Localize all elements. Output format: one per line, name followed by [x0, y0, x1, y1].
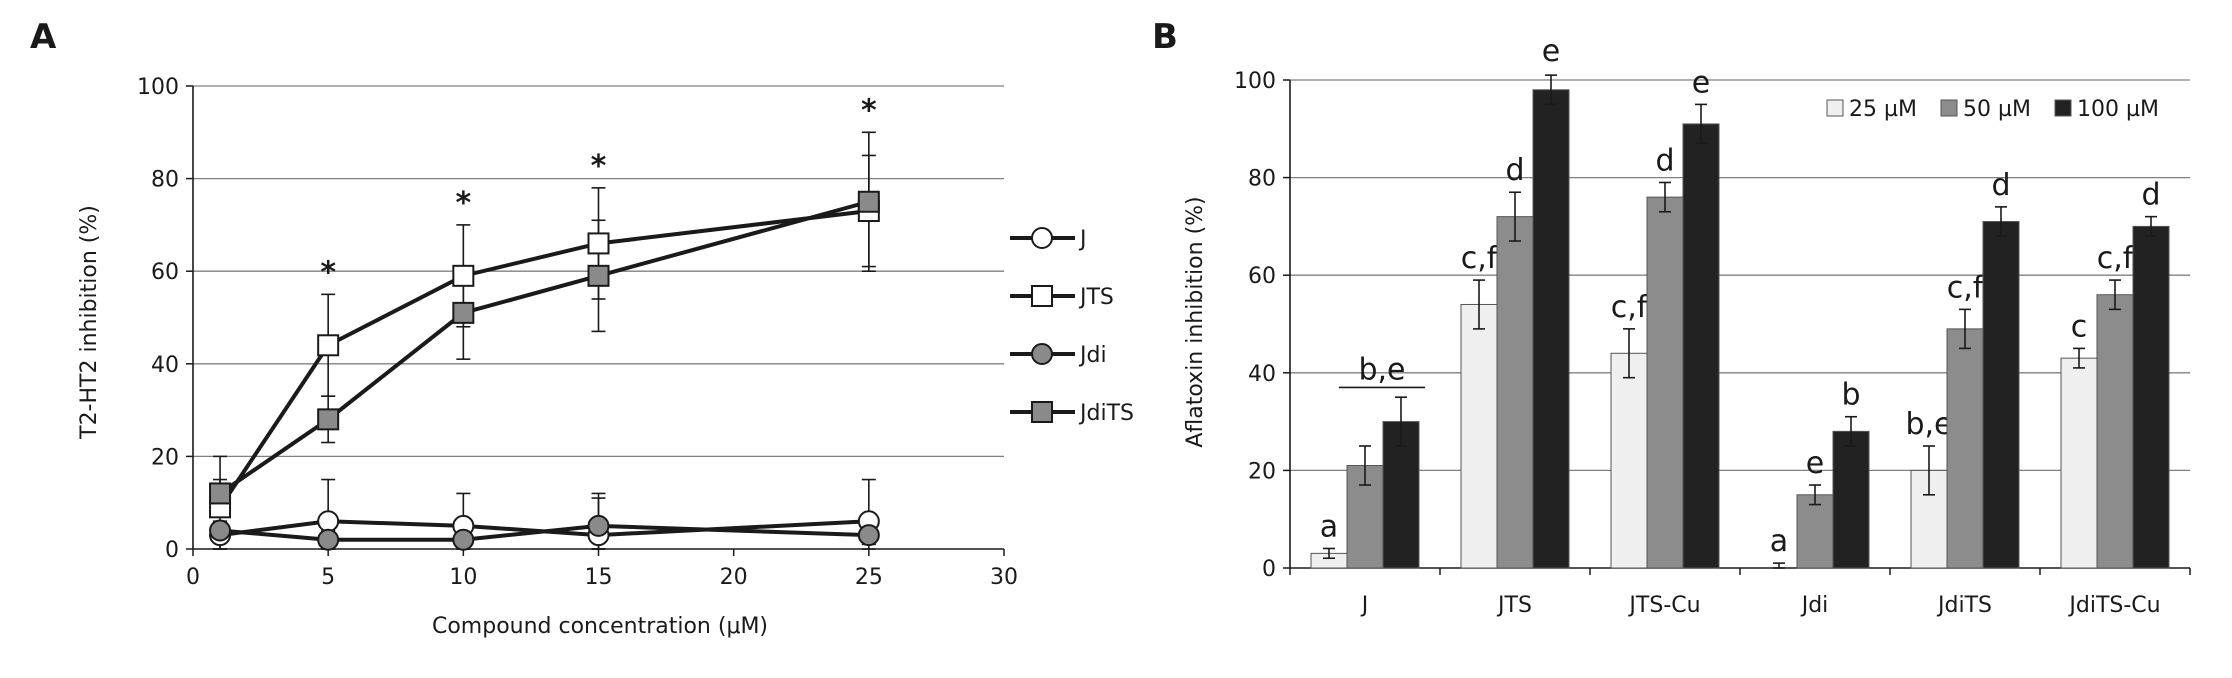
chart-a-y-tick-label: 0 [165, 538, 179, 563]
chart-b-category-label: Jdi [1800, 593, 1829, 618]
chart-a-legend-marker-jdi [1031, 343, 1053, 365]
chart-b-category-label: JTS [1496, 593, 1532, 618]
chart-b-bar [1832, 430, 1870, 569]
chart-b-legend-swatch [1826, 99, 1844, 117]
chart-b-bar [1796, 494, 1834, 569]
chart-b-legend-swatch [2054, 99, 2072, 117]
chart-a-significance-star: * [861, 93, 877, 128]
chart-a-point-jdits [452, 301, 475, 324]
chart-a-legend-label-jdits: JdiTS [1078, 401, 1134, 426]
chart-b-legend-swatch [1940, 99, 1958, 117]
chart-b-bar-significance-label: a [1770, 524, 1788, 559]
chart-b-bar [2096, 294, 2134, 569]
chart-b-bar [1982, 221, 2020, 569]
chart-b-bar [2060, 357, 2098, 569]
chart-a-point-jdi [452, 528, 475, 551]
chart-a-x-tick-label: 30 [990, 565, 1018, 590]
chart-a-point-jts [452, 264, 475, 287]
chart-b-y-tick-label: 80 [1248, 167, 1276, 192]
chart-a-point-jdits [587, 264, 610, 287]
chart-b-bar [1496, 216, 1534, 569]
chart-a-series-line-jts [218, 209, 870, 509]
chart-a-legend-marker-jts [1031, 285, 1053, 307]
chart-a-x-tick-label: 20 [720, 565, 748, 590]
chart-b-category-label: J [1360, 593, 1369, 618]
chart-b-bar-significance-label: c,f [1947, 270, 1985, 305]
chart-b-bar-significance-label: d [1505, 153, 1524, 188]
chart-a-significance-star: * [591, 149, 607, 184]
chart-b-legend-label: 25 µM [1849, 97, 1917, 122]
chart-a-legend-marker-j [1031, 227, 1053, 249]
chart-a-legend-label-j: J [1078, 227, 1087, 252]
chart-a-y-tick-label: 40 [151, 353, 179, 378]
chart-a-point-jts [317, 334, 340, 357]
chart-b-category-label: JdiTS [1936, 593, 1992, 618]
chart-a-x-tick-label: 10 [449, 565, 477, 590]
chart-b-bar-significance-label: e [1806, 446, 1824, 481]
chart-b-y-tick-label: 20 [1248, 459, 1276, 484]
chart-b-legend-label: 50 µM [1963, 97, 2031, 122]
chart-b-bar-significance-label: c [2071, 309, 2088, 344]
chart-b-bar-significance-label: c,f [2097, 241, 2135, 276]
chart-a-legend-label-jdi: Jdi [1078, 343, 1107, 368]
chart-b-bar [2132, 225, 2170, 569]
chart-a-y-tick-label: 100 [137, 75, 179, 100]
chart-b-group-label: b,e [1358, 352, 1405, 387]
chart-a-point-jdi [209, 519, 232, 542]
chart-b-bar-significance-label: d [1655, 143, 1674, 178]
chart-a-legend-label-jts: JTS [1078, 285, 1114, 310]
chart-a-point-j [317, 510, 340, 533]
chart-a-x-tick-label: 25 [855, 565, 883, 590]
chart-a-y-axis-title: T2-HT2 inhibition (%) [77, 205, 102, 440]
chart-a-point-jts [587, 232, 610, 255]
panel-b-label: B [1152, 17, 1178, 57]
chart-b-bar [1646, 196, 1684, 569]
chart-b-y-tick-label: 0 [1262, 557, 1276, 582]
chart-b-y-tick-label: 100 [1234, 69, 1276, 94]
chart-b-category-label: JTS-Cu [1627, 593, 1700, 618]
chart-a-point-jdi [587, 514, 610, 537]
chart-b-bar [1682, 123, 1720, 569]
chart-a-point-jdi [317, 528, 340, 551]
chart-a-x-tick-label: 5 [321, 565, 335, 590]
chart-a-y-tick-label: 60 [151, 260, 179, 285]
chart-b-y-axis-title: Aflatoxin inhibition (%) [1183, 196, 1208, 447]
chart-b-bar-significance-label: c,f [1461, 241, 1499, 276]
chart-b-bar-significance-label: b [1841, 378, 1860, 413]
chart-b-y-tick-label: 60 [1248, 264, 1276, 289]
chart-b-bar-significance-label: e [1542, 34, 1560, 69]
chart-a-point-jdits [857, 190, 880, 213]
chart-a-y-tick-label: 20 [151, 445, 179, 470]
chart-a-x-axis-title: Compound concentration (μM) [432, 614, 768, 639]
chart-a-point-jdits [317, 408, 340, 431]
chart-b-bar-significance-label: b,e [1905, 407, 1952, 442]
chart-b-bar-significance-label: d [1991, 168, 2010, 203]
panel-a-label: A [30, 17, 57, 57]
chart-a-legend-marker-jdits [1031, 401, 1053, 423]
chart-b-bar [1532, 89, 1570, 569]
chart-b-bar-significance-label: e [1692, 65, 1710, 100]
chart-b-bar [1460, 303, 1498, 569]
chart-b-legend-label: 100 µM [2077, 97, 2159, 122]
chart-b-bar-significance-label: a [1320, 509, 1338, 544]
chart-a-y-tick-label: 80 [151, 168, 179, 193]
chart-a-point-jdits [209, 482, 232, 505]
chart-a-point-jdi [857, 524, 880, 547]
chart-a-x-tick-label: 15 [585, 565, 613, 590]
chart-b-category-label: JdiTS-Cu [2067, 593, 2160, 618]
chart-b-bar [1610, 352, 1648, 569]
chart-b-bar-significance-label: d [2141, 178, 2160, 213]
chart-a-x-tick-label: 0 [186, 565, 200, 590]
chart-b-bar-significance-label: c,f [1611, 290, 1649, 325]
chart-b-y-tick-label: 40 [1248, 362, 1276, 387]
chart-a-significance-star: * [320, 255, 336, 290]
chart-a-significance-star: * [455, 186, 471, 221]
chart-b-bar [1946, 328, 1984, 569]
chart-a: 0 20 40 60 80 100 0 5 10 15 20 25 30 * * * * J JTS Jdi JdiTS [137, 75, 1134, 590]
chart-b: 020406080100JaJTSc,fdeJTS-Cuc,fdeJdiaebJ… [1234, 34, 2191, 618]
